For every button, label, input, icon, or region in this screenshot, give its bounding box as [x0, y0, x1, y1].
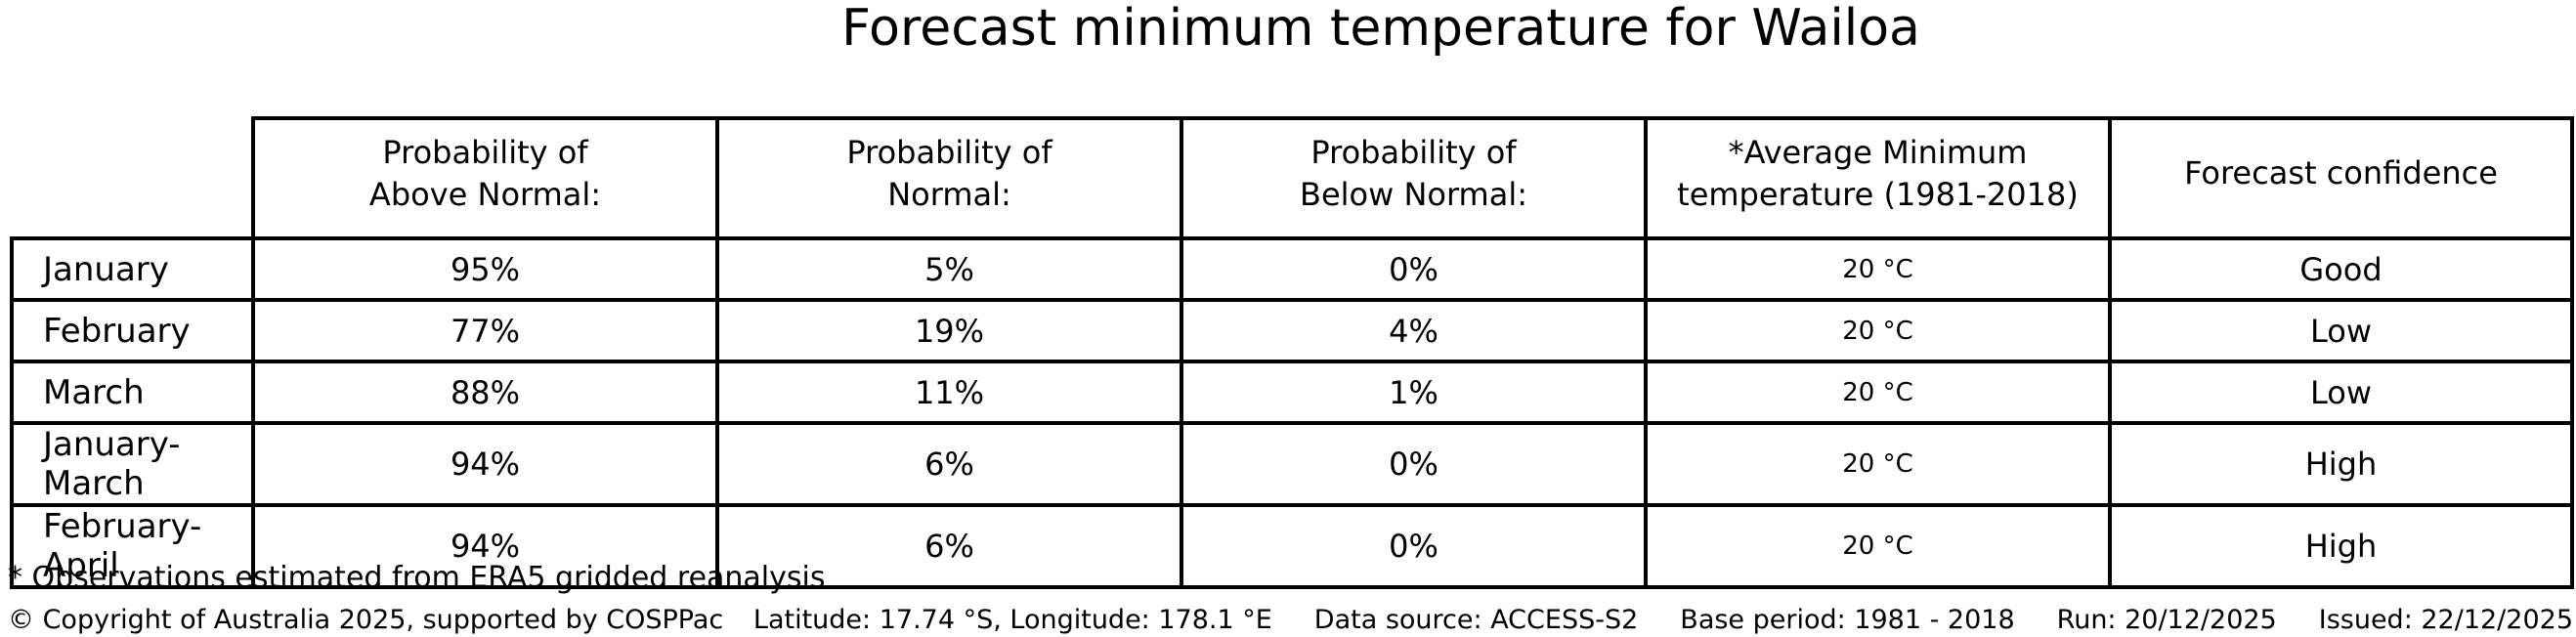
run-date-text: Run: 20/12/2025: [2056, 605, 2277, 635]
table-cell: 20 °C: [1644, 298, 2112, 363]
corner-cell: [12, 118, 253, 238]
footer-metadata-bar: Latitude: 17.74 °S, Longitude: 178.1 °E …: [753, 605, 2573, 635]
table-cell: 4%: [1180, 298, 1648, 363]
table-cell: 1%: [1180, 360, 1648, 425]
row-label: February: [10, 298, 255, 363]
table-cell: High: [2108, 421, 2574, 507]
base-period-text: Base period: 1981 - 2018: [1680, 605, 2015, 635]
table-row-january: January 95% 5% 0% 20 °C Good: [10, 236, 2574, 302]
page-title: Forecast minimum temperature for Wailoa: [841, 0, 1920, 58]
table-cell: High: [2108, 503, 2574, 589]
table-row-february-april: February-April 94% 6% 0% 20 °C High: [10, 503, 2574, 589]
table-cell: 77%: [251, 298, 719, 363]
data-source-text: Data source: ACCESS-S2: [1313, 605, 1639, 635]
table-cell: 20 °C: [1644, 421, 2112, 507]
table-cell: 0%: [1180, 236, 1648, 302]
row-label: January: [10, 236, 255, 302]
table-cell: 20 °C: [1644, 503, 2112, 589]
table-cell: Low: [2108, 298, 2574, 363]
column-header-normal: Probability of Normal:: [715, 116, 1183, 240]
copyright-text: © Copyright of Australia 2025, supported…: [8, 605, 724, 635]
table-cell: 95%: [251, 236, 719, 302]
table-row-march: March 88% 11% 1% 20 °C Low: [10, 360, 2574, 425]
table-cell: 6%: [715, 503, 1183, 589]
issued-date-text: Issued: 22/12/2025: [2318, 605, 2573, 635]
column-header-average-minimum: *Average Minimum temperature (1981-2018): [1644, 116, 2112, 240]
table-cell: 20 °C: [1644, 360, 2112, 425]
table-cell: 0%: [1180, 421, 1648, 507]
table-cell: 94%: [251, 421, 719, 507]
table-cell: 6%: [715, 421, 1183, 507]
footnote: * Observations estimated from ERA5 gridd…: [8, 561, 826, 595]
table-row-january-march: January-March 94% 6% 0% 20 °C High: [10, 421, 2574, 507]
row-label: February-April: [10, 503, 255, 589]
table-cell: 20 °C: [1644, 236, 2112, 302]
table-row-february: February 77% 19% 4% 20 °C Low: [10, 298, 2574, 363]
table-cell: 88%: [251, 360, 719, 425]
forecast-table: Probability of Above Normal: Probability…: [10, 116, 2574, 589]
table-cell: 0%: [1180, 503, 1648, 589]
row-label: January-March: [10, 421, 255, 507]
row-label: March: [10, 360, 255, 425]
location-text: Latitude: 17.74 °S, Longitude: 178.1 °E: [752, 605, 1272, 635]
table-cell: Good: [2108, 236, 2574, 302]
table-cell: 11%: [715, 360, 1183, 425]
column-header-above-normal: Probability of Above Normal:: [251, 116, 719, 240]
column-header-forecast-confidence: Forecast confidence: [2108, 116, 2574, 240]
column-header-below-normal: Probability of Below Normal:: [1180, 116, 1648, 240]
table-cell: 5%: [715, 236, 1183, 302]
table-cell: 19%: [715, 298, 1183, 363]
table-cell: 94%: [251, 503, 719, 589]
table-cell: Low: [2108, 360, 2574, 425]
header-row: Probability of Above Normal: Probability…: [12, 116, 2574, 240]
